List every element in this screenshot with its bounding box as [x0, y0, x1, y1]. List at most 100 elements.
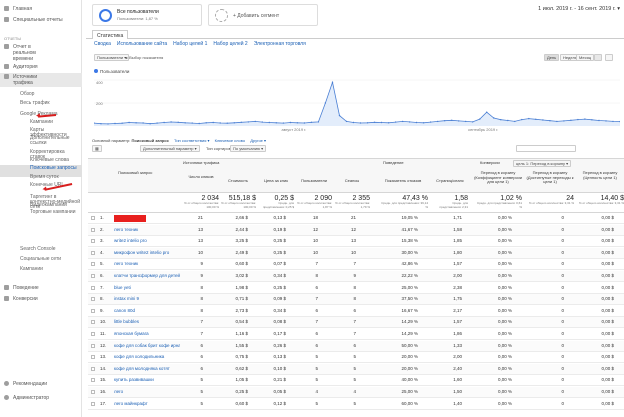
query-link[interactable]: кофе для собак брит кофе ирнана к [114, 342, 180, 348]
line-chart-icon[interactable] [594, 54, 602, 61]
data-point[interactable] [570, 119, 572, 121]
data-point[interactable] [577, 118, 579, 121]
period-button[interactable]: Месяц [576, 54, 595, 61]
subtab-link[interactable]: Набор целей 2 [213, 41, 248, 47]
sort-type-select[interactable]: По умолчанию ▾ [230, 145, 267, 152]
data-point[interactable] [598, 119, 600, 122]
primary-dim-value[interactable]: Поисковый запрос [131, 138, 169, 143]
period-button[interactable]: День [544, 54, 560, 61]
data-point[interactable] [331, 81, 334, 83]
row-checkbox[interactable] [91, 297, 95, 302]
row-checkbox[interactable] [91, 239, 95, 244]
header-goal-completions[interactable]: Переход в корзину (Достигнутые переходы … [526, 170, 574, 184]
data-point[interactable] [380, 121, 383, 124]
data-point[interactable] [591, 119, 593, 121]
table-row[interactable]: 9. canon 80d 8 2,73 $ 0,34 $ 6 6 16,67 % 2,17 0,0… [88, 306, 624, 317]
table-row[interactable]: 3. write2 intelio pro 13 3,25 $ 0,25 $ 10 13 15… [88, 236, 624, 248]
table-row[interactable]: 10. little bubbles 7 0,54 $ 0,08 $ 7 7 14,29 % 1… [88, 317, 624, 329]
data-point[interactable] [163, 121, 165, 124]
data-point[interactable] [324, 102, 327, 104]
data-point[interactable] [156, 122, 158, 124]
data-point[interactable] [458, 120, 460, 122]
header-cost[interactable]: Стоимость [227, 178, 249, 183]
data-point[interactable] [401, 120, 404, 123]
query-link[interactable]: write2 intelio pro [114, 238, 147, 244]
data-point[interactable] [415, 121, 418, 124]
query-link[interactable]: лего [114, 389, 124, 394]
row-checkbox[interactable] [91, 250, 95, 255]
table-row[interactable]: 5. лего техник 9 0,60 $ 0,07 $ 7 7 42,86 % 1,57 0… [88, 259, 624, 271]
header-goal-value[interactable]: Переход в корзину (Ценность цели 1) [582, 170, 618, 180]
data-point[interactable] [142, 122, 144, 124]
compare-metric-link[interactable]: ▸ Выбор показателя [126, 55, 164, 60]
data-point[interactable] [479, 118, 481, 120]
data-point[interactable] [451, 119, 453, 121]
data-point[interactable] [366, 122, 369, 124]
subtab-link[interactable]: Использование сайта [116, 41, 168, 47]
data-point[interactable] [345, 120, 348, 123]
row-checkbox[interactable] [91, 401, 95, 406]
data-point[interactable] [205, 122, 207, 124]
data-point[interactable] [584, 118, 586, 120]
query-link[interactable]: кофе для холодильника [114, 354, 165, 360]
data-point[interactable] [465, 120, 467, 123]
data-point[interactable] [338, 114, 341, 117]
dim-match-type[interactable]: Тип соответствия ▾ [174, 138, 210, 143]
table-row[interactable]: 13. кофе для холодильника 6 0,75 $ 0,13 $ 5 5 2… [88, 352, 624, 364]
conversion-goal-select[interactable]: цель 1: Переход в корзину ▾ [513, 160, 572, 167]
header-clicks[interactable]: Число кликов [188, 174, 214, 179]
data-point[interactable] [619, 120, 620, 123]
data-point[interactable] [514, 120, 516, 123]
data-point[interactable] [528, 117, 530, 120]
subtab-link[interactable]: Электронная торговля [253, 41, 306, 47]
query-link[interactable]: instax mini 9 [114, 296, 140, 302]
data-point[interactable] [212, 121, 214, 124]
data-point[interactable] [521, 118, 523, 121]
data-point[interactable] [535, 118, 537, 120]
query-link[interactable]: микрофон write2 intelio pro [114, 249, 170, 255]
data-point[interactable] [408, 121, 411, 123]
query-link[interactable]: клатчи трансформер для детей купить [114, 273, 180, 278]
data-point[interactable] [352, 121, 355, 124]
row-checkbox[interactable] [91, 343, 95, 348]
row-checkbox[interactable] [91, 390, 95, 394]
row-checkbox[interactable] [91, 216, 95, 220]
header-conv-rate[interactable]: Переход в корзину (Коэффициент конверсии… [474, 170, 522, 184]
data-point[interactable] [254, 120, 256, 123]
header-pages[interactable]: Страниц/сеанс [436, 178, 464, 183]
data-point[interactable] [437, 120, 439, 123]
data-point[interactable] [275, 122, 277, 124]
data-point[interactable] [556, 120, 558, 123]
table-row[interactable]: 17. лего майнкрафт 5 0,60 $ 0,12 $ 5 5 60,00 % 1… [88, 399, 624, 410]
table-row[interactable]: 8. instax mini 9 8 0,71 $ 0,09 $ 7 8 37,50 % 1,7… [88, 294, 624, 306]
table-row[interactable]: 14. кофе для молодняка котят 6 0,62 $ 0,10 $… [88, 363, 624, 375]
data-point[interactable] [493, 117, 495, 119]
data-point[interactable] [507, 119, 509, 122]
motion-chart-icon[interactable] [605, 54, 613, 61]
data-point[interactable] [500, 119, 502, 121]
data-point[interactable] [261, 121, 263, 123]
data-point[interactable] [240, 121, 242, 123]
data-point[interactable] [94, 122, 95, 124]
table-row[interactable]: 16. лего 5 0,25 $ 0,05 $ 4 4 25,00 % 1,50 0,00 % 0… [88, 387, 624, 398]
data-point[interactable] [394, 121, 397, 123]
table-row[interactable]: 15. купить развивашки 5 1,05 $ 0,21 $ 5 5 40,00… [88, 375, 624, 387]
header-cpc[interactable]: Цена за клик [263, 178, 288, 183]
row-checkbox[interactable] [91, 355, 95, 360]
query-link[interactable]: little bubbles [114, 319, 140, 325]
table-row[interactable]: 2. лего техник 13 2,44 $ 0,19 $ 12 12 41,67 % 1,… [88, 224, 624, 236]
data-point[interactable] [359, 122, 362, 124]
data-point[interactable] [149, 123, 151, 125]
row-checkbox[interactable] [91, 262, 95, 267]
segment-all-users[interactable]: Все пользователи Пользователи: 1,87 % [92, 4, 202, 26]
data-point[interactable] [170, 121, 172, 123]
table-row[interactable]: 6. клатчи трансформер для детей купить 9 3,… [88, 271, 624, 282]
header-users[interactable]: Пользователи [300, 178, 328, 183]
row-checkbox[interactable] [91, 378, 95, 383]
data-point[interactable] [605, 120, 607, 122]
add-segment-button[interactable]: + Добавить сегмент [208, 4, 318, 26]
query-link[interactable]: лего техник [114, 261, 139, 267]
data-point[interactable] [549, 120, 551, 122]
query-link[interactable]: blue yeti [114, 284, 131, 290]
tab-statistics[interactable]: Статистика [92, 30, 129, 39]
